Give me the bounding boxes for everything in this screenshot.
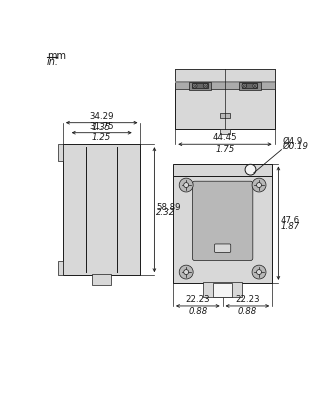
- Circle shape: [252, 178, 266, 192]
- Text: Ø4.9: Ø4.9: [282, 137, 303, 146]
- Circle shape: [256, 270, 261, 274]
- Bar: [57, 261, 63, 275]
- Bar: [173, 176, 272, 283]
- Text: 22.23: 22.23: [185, 295, 210, 304]
- Circle shape: [243, 85, 245, 87]
- Text: 58.89: 58.89: [156, 203, 181, 212]
- Bar: [173, 164, 272, 176]
- Bar: [192, 84, 208, 88]
- Bar: [175, 81, 275, 84]
- Circle shape: [205, 85, 207, 87]
- Bar: [92, 274, 111, 285]
- Text: 0.88: 0.88: [188, 307, 208, 316]
- Circle shape: [184, 182, 189, 188]
- Text: 44.45: 44.45: [213, 133, 237, 142]
- Bar: [57, 144, 63, 161]
- Bar: [175, 69, 275, 81]
- Circle shape: [194, 85, 196, 87]
- Circle shape: [256, 182, 261, 188]
- Text: Ø0.19: Ø0.19: [282, 142, 308, 150]
- Bar: [220, 113, 230, 118]
- Circle shape: [252, 265, 266, 279]
- Bar: [242, 84, 257, 88]
- Circle shape: [245, 164, 256, 175]
- Circle shape: [179, 178, 193, 192]
- Bar: [175, 69, 275, 129]
- Text: 1.35: 1.35: [92, 124, 111, 132]
- Bar: [203, 282, 242, 297]
- Text: 2.32: 2.32: [156, 208, 176, 217]
- Circle shape: [179, 265, 193, 279]
- Bar: [219, 129, 230, 134]
- Bar: [213, 283, 232, 297]
- Circle shape: [242, 84, 247, 88]
- Bar: [175, 81, 275, 89]
- Circle shape: [253, 84, 257, 88]
- Text: in.: in.: [47, 57, 59, 67]
- Text: 0.88: 0.88: [238, 307, 257, 316]
- FancyBboxPatch shape: [214, 244, 231, 252]
- Bar: [63, 144, 141, 275]
- Text: 22.23: 22.23: [235, 295, 260, 304]
- Circle shape: [203, 84, 208, 88]
- Text: 34.29: 34.29: [89, 112, 114, 121]
- Circle shape: [192, 84, 197, 88]
- Circle shape: [254, 85, 256, 87]
- Circle shape: [184, 270, 189, 274]
- Bar: [239, 82, 261, 90]
- FancyBboxPatch shape: [192, 181, 253, 260]
- Text: 31.75: 31.75: [89, 122, 114, 131]
- Bar: [189, 82, 211, 90]
- Text: 1.75: 1.75: [215, 145, 235, 154]
- Text: 1.87: 1.87: [280, 222, 300, 231]
- Text: mm: mm: [47, 51, 66, 61]
- Text: 47.6: 47.6: [280, 216, 299, 225]
- Text: 1.25: 1.25: [92, 134, 111, 142]
